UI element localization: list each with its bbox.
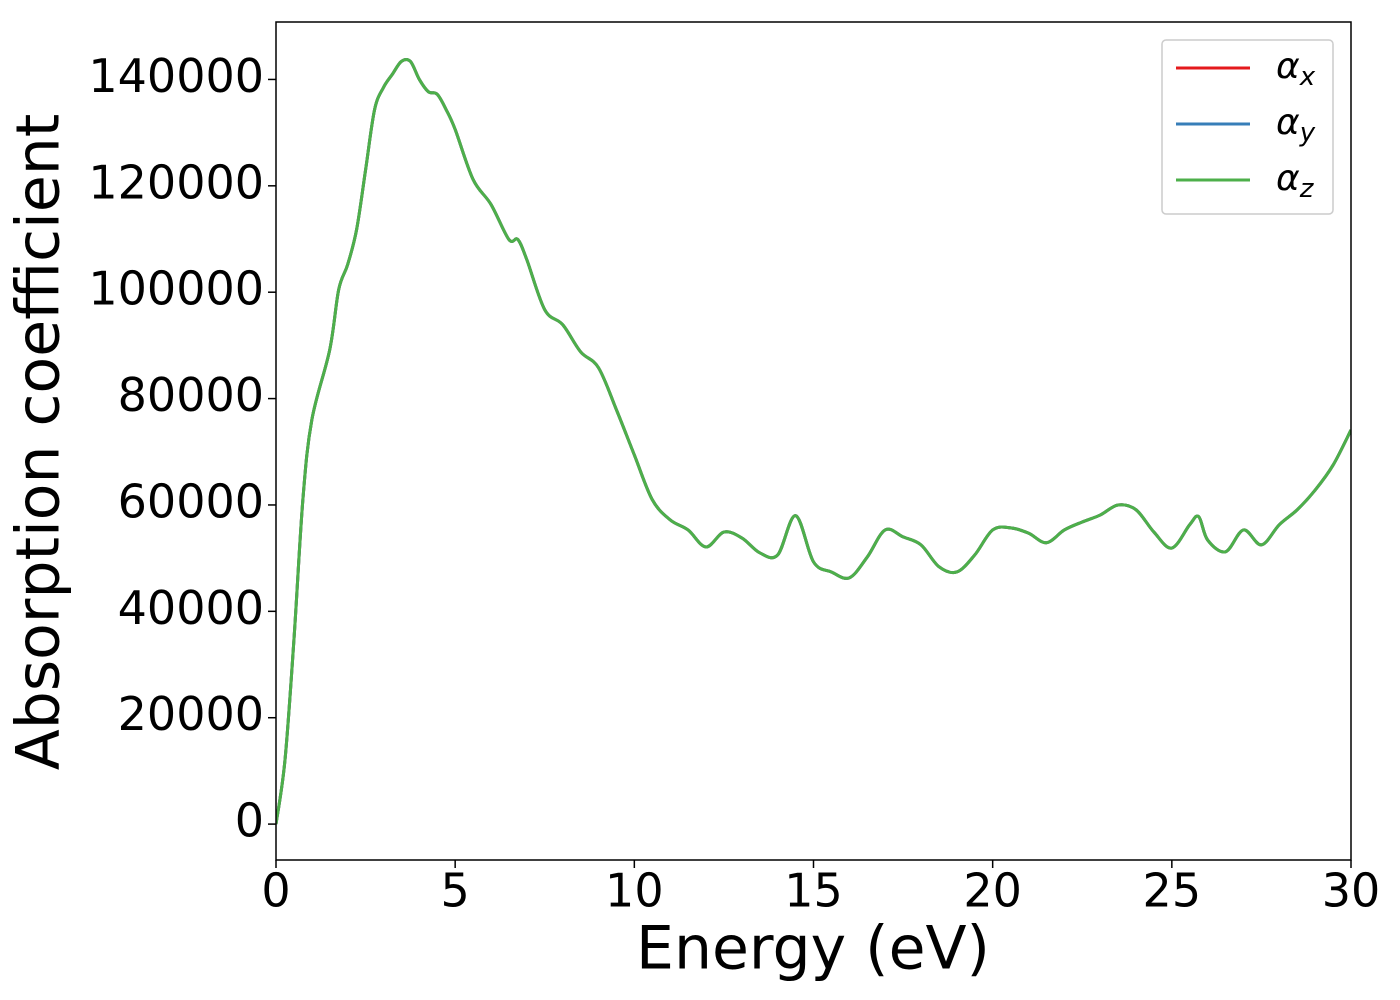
series-line — [276, 57, 1351, 825]
x-tick-label: 30 — [1322, 864, 1381, 918]
x-tick-label: 0 — [261, 864, 290, 918]
x-tick-label: 10 — [605, 864, 664, 918]
x-tick-label: 5 — [441, 864, 470, 918]
x-tick-label: 25 — [1143, 864, 1202, 918]
legend-label: αz — [1276, 158, 1315, 204]
x-tick-label: 15 — [784, 864, 843, 918]
y-tick-label: 140000 — [88, 49, 264, 103]
y-tick-label: 100000 — [88, 262, 264, 316]
y-tick-label: 60000 — [118, 474, 264, 528]
y-tick-label: 40000 — [118, 581, 264, 635]
legend-label: αy — [1276, 102, 1316, 148]
y-axis-label: Absorption coefficient — [4, 114, 74, 771]
plot-frame — [275, 21, 1352, 861]
legend-box — [1161, 39, 1334, 215]
y-tick-label: 120000 — [88, 155, 264, 209]
x-axis-label: Energy (eV) — [636, 914, 990, 984]
x-tick-label: 20 — [963, 864, 1022, 918]
y-tick-label: 0 — [235, 794, 264, 848]
y-tick-label: 20000 — [118, 687, 264, 741]
y-tick-label: 80000 — [118, 368, 264, 422]
legend-label: αx — [1276, 46, 1316, 92]
